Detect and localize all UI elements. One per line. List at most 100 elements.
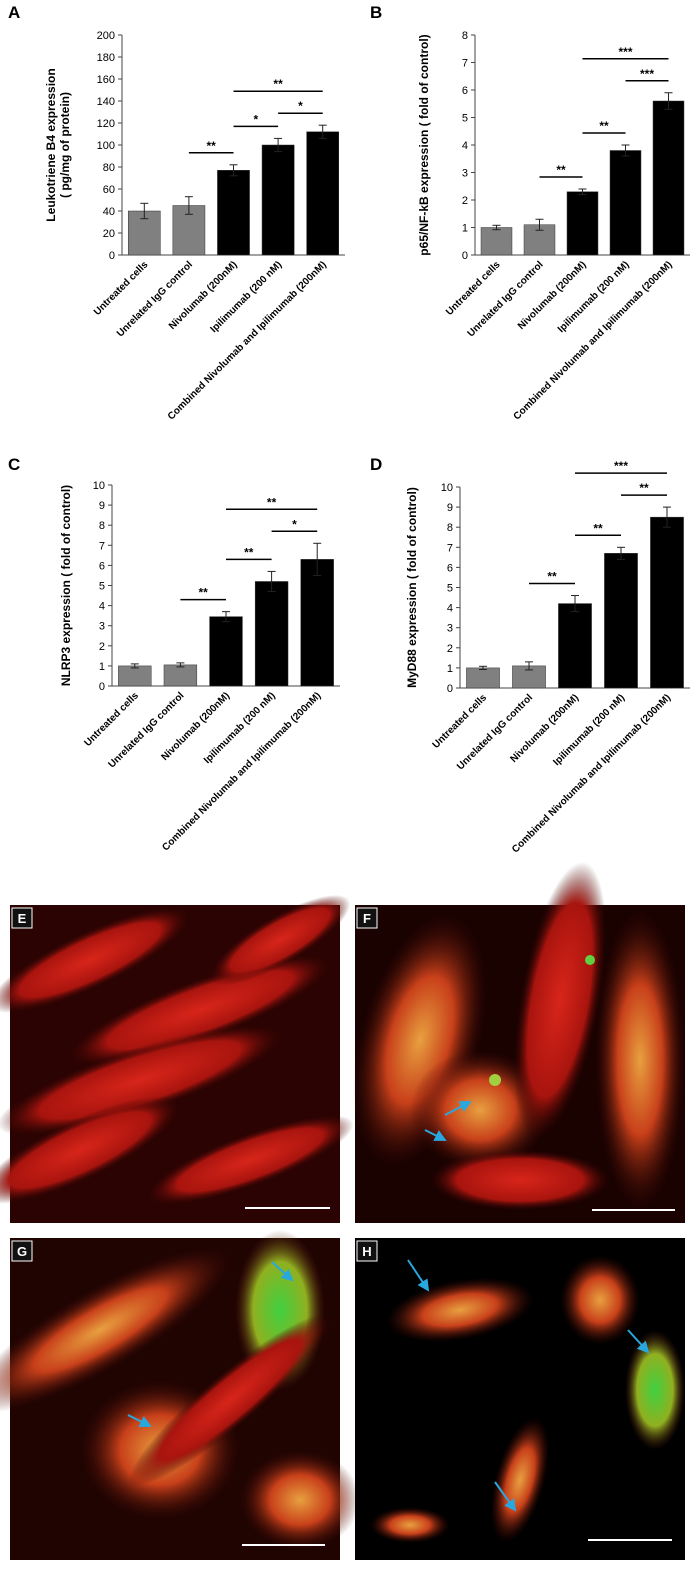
error-bar <box>664 92 673 110</box>
bar <box>609 150 642 256</box>
error-bar <box>140 202 149 220</box>
bar <box>261 144 295 256</box>
x-tick-label: Combined Nivolumab and Ipilimumab (200nM… <box>512 259 675 422</box>
y-tick-label: 5 <box>462 113 468 125</box>
error-bar <box>617 546 625 560</box>
y-tick-label: 80 <box>103 162 115 174</box>
significance-label: * <box>298 99 303 113</box>
error-bar <box>222 611 230 623</box>
panel-label: C <box>8 455 20 474</box>
y-tick-label: 140 <box>97 96 115 108</box>
y-tick-label: 5 <box>447 583 453 595</box>
y-axis-label: p65/NF-kB expression ( fold of control) <box>417 34 431 255</box>
y-tick-label: 100 <box>97 140 115 152</box>
y-tick-label: 3 <box>462 168 468 180</box>
error-bar <box>663 506 671 528</box>
micrograph-e <box>0 894 354 1223</box>
panel-label: F <box>363 911 371 926</box>
micrograph-f <box>352 861 685 1223</box>
bar <box>217 170 250 256</box>
x-tick-label: Unrelated IgG control <box>106 690 186 770</box>
bar <box>163 664 198 687</box>
y-tick-label: 8 <box>447 522 453 534</box>
bar <box>118 665 152 687</box>
significance-label: ** <box>556 163 566 177</box>
y-tick-label: 9 <box>447 502 453 514</box>
y-tick-label: 3 <box>99 621 105 633</box>
error-bar <box>571 595 579 613</box>
x-tick-label: Unrelated IgG control <box>466 259 546 339</box>
y-tick-label: 6 <box>99 560 105 572</box>
error-bar <box>313 542 322 576</box>
error-bar <box>578 188 587 195</box>
y-tick-label: 7 <box>447 542 453 554</box>
y-tick-label: 7 <box>99 540 105 552</box>
y-tick-label: 120 <box>97 118 115 130</box>
panel-label-box <box>356 1240 378 1262</box>
error-bar <box>525 661 533 671</box>
significance-label: ** <box>547 570 557 584</box>
y-tick-label: 1 <box>99 661 105 673</box>
x-tick-label: Unrelated IgG control <box>455 692 535 772</box>
panel-label-box <box>11 907 33 929</box>
significance-label: ** <box>199 586 209 600</box>
y-tick-label: 200 <box>97 30 115 42</box>
bar <box>209 616 243 687</box>
y-tick-label: 40 <box>103 206 115 218</box>
bar <box>558 603 592 689</box>
bar <box>650 516 684 689</box>
significance-label: * <box>292 517 297 531</box>
y-tick-label: 0 <box>447 683 453 695</box>
error-bar <box>492 224 501 231</box>
error-bar <box>535 218 544 231</box>
y-tick-label: 60 <box>103 184 115 196</box>
error-bar <box>130 663 139 669</box>
y-tick-label: 4 <box>447 603 453 615</box>
y-tick-label: 1 <box>447 663 453 675</box>
bar <box>604 553 638 689</box>
error-bar <box>229 164 238 177</box>
y-tick-label: 0 <box>462 250 468 262</box>
y-tick-label: 20 <box>103 228 115 240</box>
panel-label: G <box>17 1244 27 1259</box>
y-tick-label: 6 <box>462 85 468 97</box>
micrograph-g <box>0 1230 360 1560</box>
error-bar <box>318 124 327 139</box>
y-axis-label: MyD88 expression ( fold of control) <box>405 487 419 688</box>
significance-label: *** <box>618 45 632 59</box>
y-tick-label: 7 <box>462 58 468 70</box>
significance-label: ** <box>273 77 283 91</box>
significance-label: ** <box>599 119 609 133</box>
y-tick-label: 2 <box>99 641 105 653</box>
y-axis-label: Leukotriene B4 expression <box>44 68 58 221</box>
y-tick-label: 10 <box>441 482 453 494</box>
y-tick-label: 8 <box>462 30 468 42</box>
y-tick-label: 2 <box>462 195 468 207</box>
panel-label-box <box>11 1240 33 1262</box>
error-bar <box>267 570 276 593</box>
error-bar <box>176 662 185 668</box>
error-bar <box>274 137 283 153</box>
y-tick-label: 180 <box>97 52 115 64</box>
micrograph-h <box>355 1238 685 1560</box>
y-tick-label: 0 <box>99 681 105 693</box>
bar <box>566 191 599 256</box>
panel-label: H <box>362 1244 371 1259</box>
y-tick-label: 9 <box>99 500 105 512</box>
panel-label: D <box>370 455 382 474</box>
significance-label: *** <box>614 459 628 473</box>
bar <box>466 667 500 689</box>
x-tick-label: Combined Nivolumab and Ipilimumab (200nM… <box>166 259 329 422</box>
y-tick-label: 160 <box>97 74 115 86</box>
y-tick-label: 6 <box>447 562 453 574</box>
significance-label: ** <box>244 545 254 559</box>
bar <box>480 227 513 256</box>
significance-label: *** <box>640 67 654 81</box>
y-tick-label: 4 <box>462 140 468 152</box>
y-tick-label: 2 <box>447 643 453 655</box>
panel-label-box <box>356 907 378 929</box>
y-axis-label: NLRP3 expression ( fold of control) <box>59 485 73 686</box>
bar <box>306 131 340 256</box>
panel-label: E <box>18 911 27 926</box>
x-tick-label: Ipilimumab (200 nM) <box>556 259 632 335</box>
